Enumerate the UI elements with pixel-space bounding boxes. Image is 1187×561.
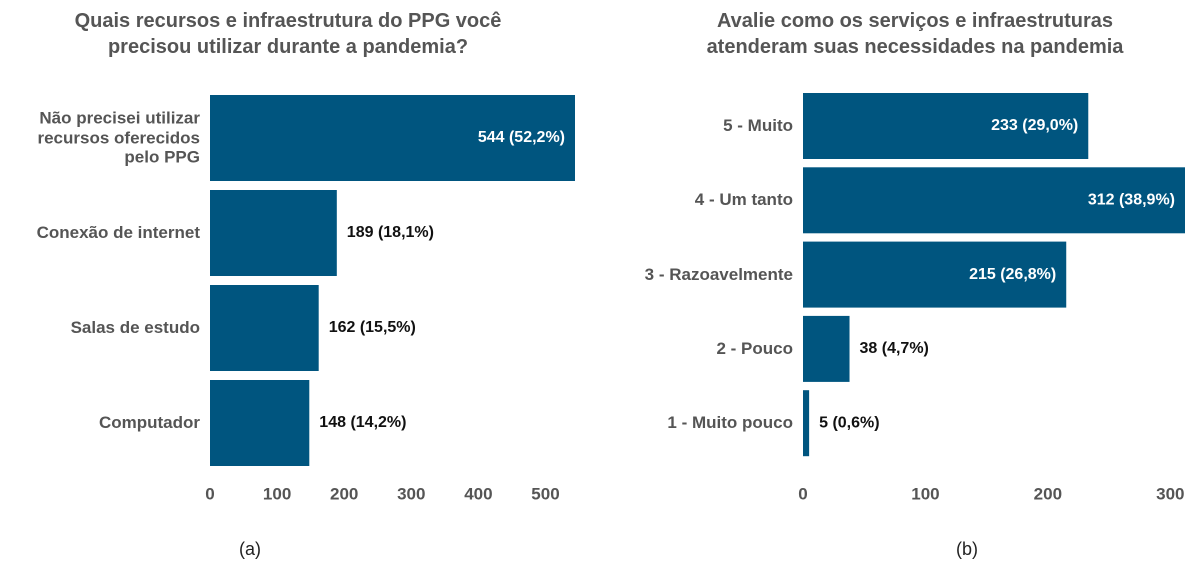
bar	[210, 380, 310, 466]
x-tick-label: 200	[1034, 484, 1062, 503]
category-label: Não precisei utilizar recursos oferecido…	[37, 108, 200, 167]
bar	[210, 190, 337, 276]
bar	[803, 167, 1185, 234]
x-tick-label: 300	[1156, 484, 1184, 503]
category-label: Computador	[98, 413, 200, 433]
category-label: 5 - Muito	[723, 116, 793, 136]
chart-title: Avalie como os serviços e infraestrutura…	[706, 10, 1124, 58]
category-label: Salas de estudo	[70, 318, 200, 338]
caption: (a)	[239, 539, 261, 559]
data-label: 312 (38,9%)	[1088, 192, 1175, 209]
data-label: 148 (14,2%)	[319, 414, 406, 431]
category-label: 4 - Um tanto	[694, 190, 793, 210]
x-tick-label: 100	[911, 484, 939, 503]
category-label: 3 - Razoavelmente	[644, 264, 793, 284]
chart-title: Quais recursos e infraestrutura do PPG v…	[74, 10, 502, 58]
x-tick-label: 0	[205, 484, 214, 503]
bar	[210, 95, 575, 181]
category-label: 2 - Pouco	[716, 339, 793, 359]
x-tick-label: 0	[798, 484, 807, 503]
x-tick-label: 300	[397, 484, 425, 503]
x-tick-label: 500	[531, 484, 559, 503]
category-label: Conexão de internet	[36, 223, 200, 243]
caption: (b)	[956, 539, 978, 559]
x-tick-label: 100	[263, 484, 291, 503]
x-tick-label: 400	[464, 484, 492, 503]
bar	[803, 390, 810, 457]
data-label: 162 (15,5%)	[329, 319, 416, 336]
bar	[210, 285, 319, 371]
data-label: 38 (4,7%)	[860, 340, 929, 357]
category-label: 1 - Muito pouco	[667, 413, 793, 433]
data-label: 233 (29,0%)	[991, 117, 1078, 134]
data-label: 215 (26,8%)	[969, 266, 1056, 283]
bar	[803, 93, 1089, 159]
data-label: 189 (18,1%)	[347, 224, 434, 241]
bar	[803, 241, 1067, 308]
data-label: 544 (52,2%)	[478, 129, 565, 146]
x-tick-label: 200	[330, 484, 358, 503]
data-label: 5 (0,6%)	[819, 414, 879, 431]
bar	[803, 315, 850, 382]
